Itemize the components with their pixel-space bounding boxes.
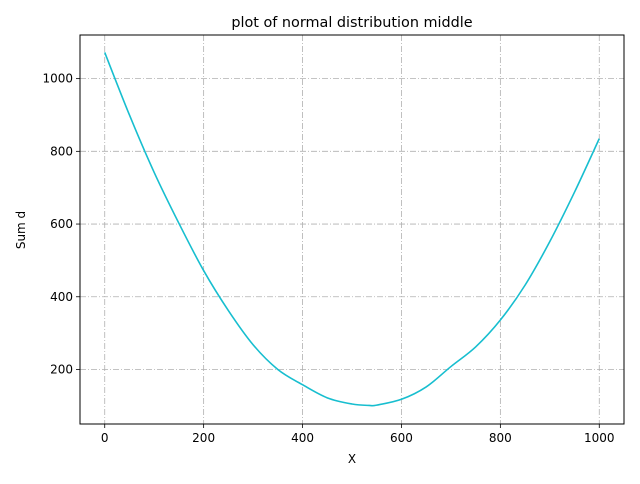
x-tick-label: 1000 <box>584 431 615 445</box>
y-tick-label: 800 <box>50 144 73 158</box>
y-axis-ticks: 200 400 600 800 1000 <box>42 72 80 376</box>
x-axis-label: X <box>348 452 356 466</box>
series-line <box>103 52 600 407</box>
x-axis-ticks: 0 200 400 600 800 1000 <box>101 424 615 445</box>
x-tick-label: 800 <box>489 431 512 445</box>
chart-title: plot of normal distribution middle <box>231 15 472 31</box>
y-tick-label: 200 <box>50 362 73 376</box>
x-tick-label: 600 <box>390 431 413 445</box>
y-tick-label: 1000 <box>42 72 73 86</box>
plot-area-frame <box>79 34 625 425</box>
data-series <box>103 52 600 407</box>
x-tick-label: 0 <box>101 431 109 445</box>
x-tick-label: 200 <box>192 431 215 445</box>
grid-lines <box>80 35 624 424</box>
y-axis-label: Sum d <box>14 211 28 249</box>
y-tick-label: 600 <box>50 217 73 231</box>
y-tick-label: 400 <box>50 290 73 304</box>
x-tick-label: 400 <box>291 431 314 445</box>
